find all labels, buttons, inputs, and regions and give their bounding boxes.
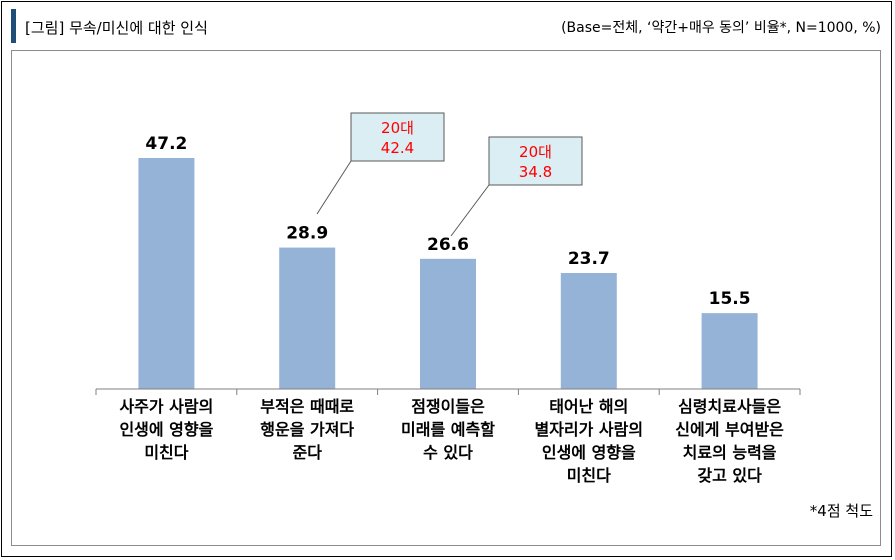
callout-box-2 xyxy=(488,136,583,186)
callout-group-label-1: 20대 xyxy=(381,119,414,137)
callout-group-label-2: 20대 xyxy=(519,143,552,161)
bar-value-label-1: 47.2 xyxy=(145,134,187,154)
bar-value-label-4: 23.7 xyxy=(568,249,610,269)
category-label-4-line-1: 태어난 해의 xyxy=(549,397,628,416)
bar-2 xyxy=(279,247,336,389)
category-label-4-line-3: 인생에 영향을 xyxy=(542,443,636,462)
category-label-2-line-2: 행운을 가져다 xyxy=(260,420,354,439)
category-label-3-line-1: 점쟁이들은 xyxy=(411,397,485,416)
category-label-2-line-3: 준다 xyxy=(292,443,322,462)
category-label-1-line-1: 사주가 사람의 xyxy=(119,397,213,416)
category-label-3-line-2: 미래를 예측할 xyxy=(401,420,495,439)
category-label-4-line-2: 별자리가 사람의 xyxy=(534,420,643,439)
category-label-5-line-2: 신에게 부여받은 xyxy=(675,420,784,439)
category-label-5-line-3: 치료의 능력을 xyxy=(683,443,777,462)
category-label-1-line-2: 인생에 영향을 xyxy=(119,420,213,439)
bar-value-label-5: 15.5 xyxy=(709,289,751,309)
callout-value-2: 34.8 xyxy=(519,163,552,181)
plot-area-border xyxy=(11,50,881,546)
category-label-4-line-4: 미친다 xyxy=(567,466,611,485)
figure-title: [그림] 무속/미신에 대한 인식 xyxy=(25,19,208,37)
category-label-3-line-3: 수 있다 xyxy=(423,443,473,462)
callout-pointer-1 xyxy=(316,160,352,215)
category-label-2-line-1: 부적은 때때로 xyxy=(260,397,354,416)
category-label-1-line-3: 미친다 xyxy=(144,443,188,462)
bar-value-label-2: 28.9 xyxy=(286,224,328,244)
callout-value-1: 42.4 xyxy=(381,139,414,157)
bar-3 xyxy=(420,258,476,389)
callout-pointer-2 xyxy=(450,184,490,237)
title-accent-bar xyxy=(11,9,16,43)
bar-4 xyxy=(560,273,617,389)
callout-box-1 xyxy=(350,112,445,162)
bar-value-label-3: 26.6 xyxy=(427,235,469,255)
category-label-5-line-4: 갖고 있다 xyxy=(697,466,762,485)
bar-5 xyxy=(701,313,758,389)
footnote: *4점 척도 xyxy=(809,502,873,520)
figure-subtitle: (Base=전체, ‘약간+매우 동의’ 비율*, N=1000, %) xyxy=(561,20,881,36)
category-label-5-line-1: 심령치료사들은 xyxy=(678,397,781,416)
bar-1 xyxy=(138,158,195,389)
